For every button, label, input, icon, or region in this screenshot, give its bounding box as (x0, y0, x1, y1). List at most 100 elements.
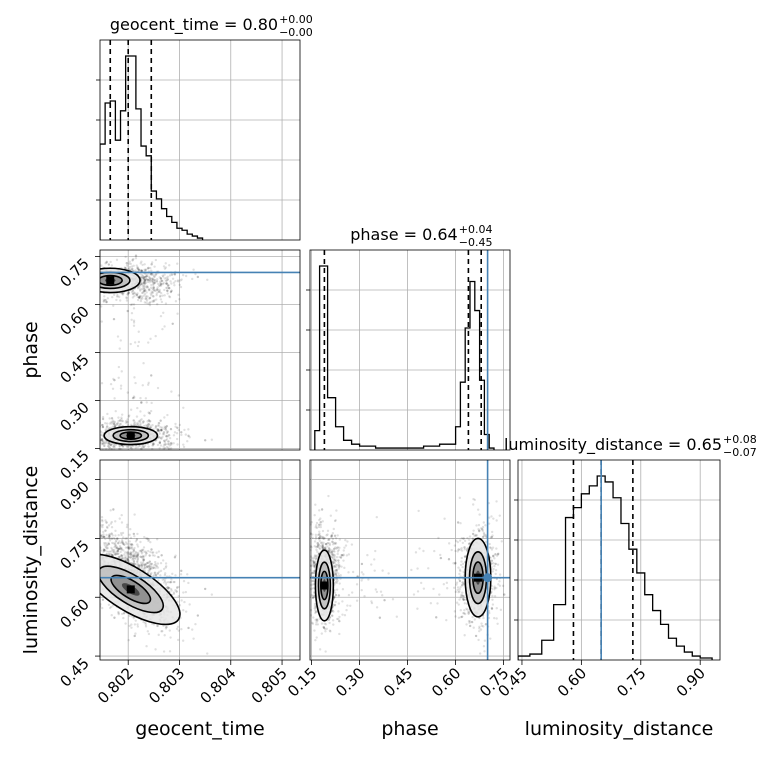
sample-point (378, 616, 382, 619)
sample-point (94, 539, 96, 541)
sample-point (196, 614, 200, 617)
sample-point (148, 301, 151, 305)
sample-point (338, 632, 341, 636)
sample-point (132, 422, 136, 425)
sample-point (134, 550, 137, 554)
sample-point (463, 612, 467, 616)
sample-point (461, 562, 465, 565)
sample-point (472, 529, 475, 532)
sample-point (148, 277, 152, 280)
sample-point (155, 538, 159, 541)
sample-point (94, 573, 96, 575)
sample-point (127, 638, 130, 642)
sample-point (138, 444, 141, 448)
sample-point (135, 560, 139, 563)
sample-point (177, 452, 179, 454)
sample-point (119, 339, 122, 342)
sample-point (146, 280, 150, 284)
sample-point (149, 273, 153, 276)
sample-point (160, 300, 164, 304)
sample-point (121, 536, 125, 539)
sample-point (175, 452, 177, 454)
sample-point (88, 537, 90, 539)
sample-point (319, 521, 322, 524)
sample-point (110, 614, 113, 617)
sample-point (169, 636, 172, 639)
sample-point (183, 428, 186, 432)
sample-point (165, 276, 168, 280)
sample-point (144, 280, 147, 283)
sample-point (144, 562, 148, 566)
sample-point (328, 550, 331, 553)
sample-point (460, 549, 464, 552)
sample-point (136, 558, 140, 561)
sample-point (336, 564, 339, 567)
sample-point (95, 428, 97, 430)
panel-title-luminosity_distance: luminosity_distance = 0.65 +0.08−0.07 (504, 433, 757, 459)
sample-point (462, 611, 465, 615)
sample-point (435, 616, 438, 619)
sample-point (105, 425, 109, 428)
sample-point (120, 546, 123, 550)
sample-point (144, 289, 147, 292)
sample-point (175, 426, 179, 430)
sample-point (334, 600, 337, 604)
sample-point (146, 564, 149, 568)
sample-point (337, 594, 341, 597)
sample-point (320, 622, 324, 625)
sample-point (166, 586, 170, 589)
sample-point (127, 552, 130, 555)
sample-point (315, 620, 318, 624)
sample-point (143, 563, 146, 566)
sample-point (143, 278, 147, 281)
sample-point (488, 542, 491, 546)
sample-point (121, 554, 124, 558)
sample-point (169, 280, 172, 283)
sample-point (139, 262, 142, 265)
sample-point (171, 273, 174, 276)
sample-point (461, 541, 465, 545)
histogram-geocent_time (100, 55, 204, 240)
sample-point (120, 548, 123, 551)
sample-point (180, 278, 183, 281)
sample-point (321, 545, 325, 548)
sample-point (142, 294, 145, 298)
sample-point (118, 555, 121, 558)
sample-point (331, 540, 334, 544)
sample-point (463, 634, 466, 637)
sample-point (127, 292, 130, 295)
sample-point (179, 285, 183, 289)
sample-point (116, 550, 119, 553)
sample-point (115, 550, 118, 554)
sample-point (76, 517, 78, 519)
sample-point (158, 441, 161, 444)
sample-point (116, 537, 119, 540)
sample-point (164, 562, 168, 565)
sample-point (158, 447, 161, 450)
sample-point (334, 565, 338, 569)
sample-point (143, 279, 146, 282)
sample-point (149, 426, 152, 430)
sample-point (147, 288, 151, 291)
sample-point (333, 561, 336, 565)
sample-point (100, 603, 102, 606)
sample-point (443, 517, 446, 520)
sample-point (477, 529, 481, 532)
sample-point (174, 422, 177, 426)
sample-point (115, 539, 118, 542)
sample-point (108, 427, 111, 430)
sample-point (314, 535, 318, 539)
sample-point (107, 445, 110, 448)
sample-point (463, 608, 466, 612)
sample-point (147, 569, 150, 572)
sample-point (119, 546, 122, 550)
sample-point (92, 298, 94, 300)
sample-point (317, 533, 321, 536)
sample-point (100, 423, 104, 427)
sample-point (203, 587, 207, 591)
sample-point (416, 607, 419, 610)
sample-point (141, 563, 144, 566)
sample-point (333, 542, 337, 546)
sample-point (108, 422, 112, 425)
sample-point (118, 517, 121, 520)
